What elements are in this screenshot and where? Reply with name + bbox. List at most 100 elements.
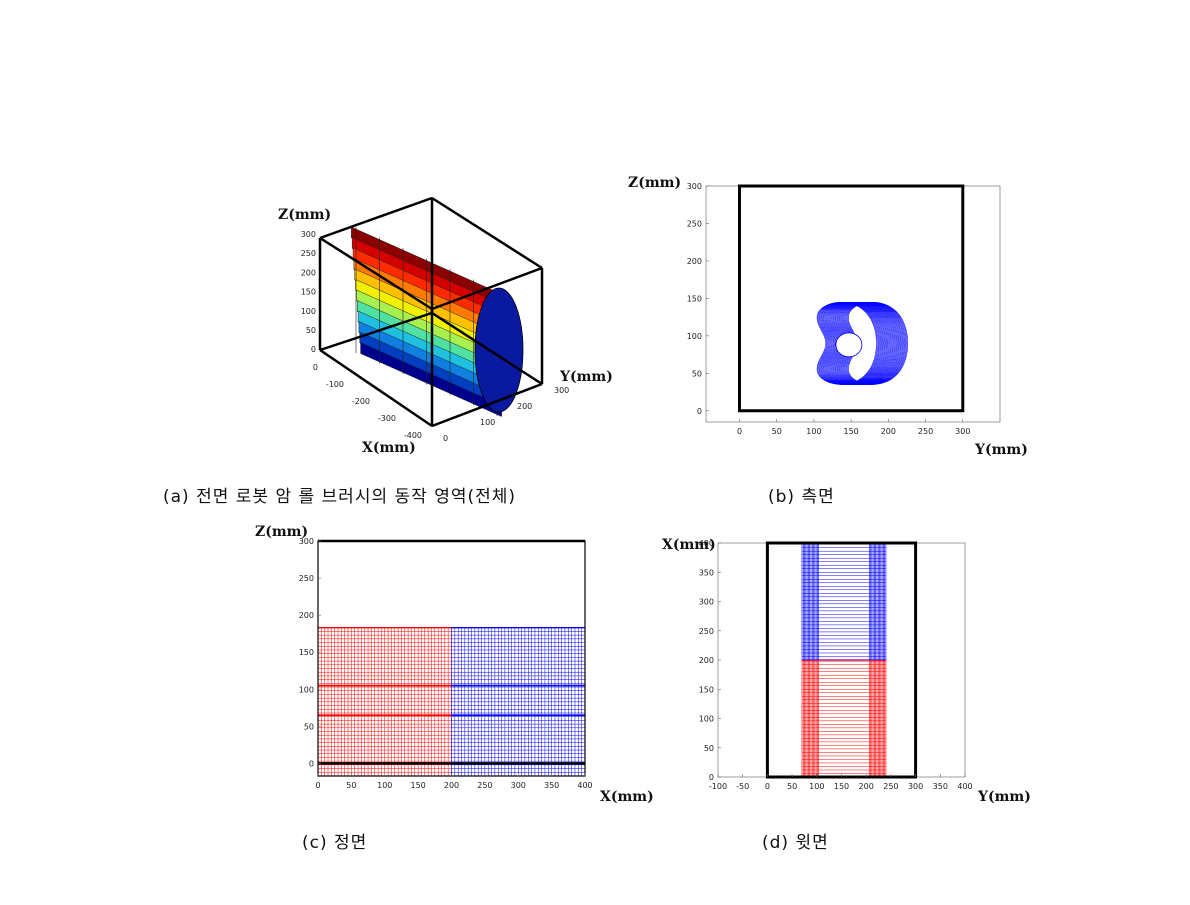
- chart-c: 0 50 100 150 200 250 300 350 400 0 50 100 150 200 250 3…: [255, 524, 654, 805]
- chart-c-xtick-label: 350: [544, 781, 559, 790]
- chart-a-ztick-label: 50: [306, 326, 316, 335]
- chart-d-xtick-label: 100: [809, 782, 824, 791]
- chart-d-ytick-label: 300: [699, 598, 714, 607]
- chart-a-ytick-label: 0: [443, 434, 448, 443]
- chart-a-ylabel: Y(mm): [559, 369, 613, 385]
- chart-c-xtick-label: 250: [477, 781, 492, 790]
- chart-b: 0 50 100 150 200 250 300 0 50 100 150 200 250 300 Z(mm…: [628, 175, 1028, 458]
- chart-a-ytick-label: 100: [480, 418, 495, 427]
- chart-c-xtick-label: 300: [511, 781, 526, 790]
- chart-c-ytick-label: 50: [304, 722, 314, 731]
- chart-b-hole: [835, 332, 863, 358]
- chart-c-ylabel: Z(mm): [255, 524, 308, 540]
- chart-b-ytick-label: 100: [687, 332, 702, 341]
- chart-d-ytick-label: 350: [699, 568, 714, 577]
- chart-d-xtick-label: 250: [883, 782, 898, 791]
- chart-b-xtick-label: 200: [881, 427, 896, 436]
- chart-b-ytick-label: 0: [697, 407, 702, 416]
- chart-d-xtick-label: -100: [709, 782, 727, 791]
- chart-c-xtick-label: 100: [377, 781, 392, 790]
- chart-d-ytick-label: 200: [699, 656, 714, 665]
- chart-b-ytick-label: 250: [687, 219, 702, 228]
- chart-a-xtick-label: 0: [313, 363, 318, 372]
- chart-a-box-edge: [319, 236, 433, 311]
- chart-b-xtick-label: 250: [918, 427, 933, 436]
- chart-d-xtick-label: 150: [834, 782, 849, 791]
- chart-c-ytick-label: 150: [299, 648, 314, 657]
- chart-d-series-blue: [801, 542, 887, 661]
- chart-a-ztick-label: 0: [311, 345, 316, 354]
- chart-d-ytick-label: 150: [699, 685, 714, 694]
- chart-a-ztick-label: 250: [301, 249, 316, 258]
- chart-a-box-edge: [319, 311, 433, 352]
- chart-c-series-red: [317, 627, 452, 777]
- caption-d: (d) 윗면: [762, 833, 829, 853]
- chart-a-box-edge: [319, 348, 433, 428]
- chart-a-zlabel: Z(mm): [278, 207, 331, 223]
- chart-d-ylabel: X(mm): [662, 537, 716, 553]
- chart-a-xtick-label: -200: [352, 397, 370, 406]
- caption-b: (b) 측면: [768, 487, 835, 507]
- chart-c-ytick-label: 300: [299, 537, 314, 546]
- chart-c-xlabel: X(mm): [600, 789, 654, 805]
- chart-a-box-edge: [431, 196, 543, 270]
- chart-a-xtick-label: -400: [404, 431, 422, 440]
- chart-d-series-red: [801, 659, 887, 778]
- chart-c-xtick-label: 50: [346, 781, 356, 790]
- chart-d-xlabel: Y(mm): [977, 789, 1031, 805]
- chart-c-ytick-label: 0: [309, 759, 314, 768]
- chart-a-box-edge: [431, 266, 543, 311]
- chart-a-ztick-label: 150: [301, 288, 316, 297]
- chart-d-xtick-label: -50: [736, 782, 749, 791]
- chart-c-series-blue: [451, 627, 586, 777]
- chart-a-ztick-label: 200: [301, 268, 316, 277]
- chart-d-ytick-label: 400: [699, 539, 714, 548]
- chart-b-xtick-label: 300: [955, 427, 970, 436]
- chart-a-ytick-label: 200: [517, 402, 532, 411]
- chart-a-surface-endcap: [474, 287, 524, 413]
- chart-a-xtick-label: -300: [378, 414, 396, 423]
- chart-d-xtick-label: 200: [859, 782, 874, 791]
- chart-d-xtick-label: 400: [957, 782, 972, 791]
- caption-c: (c) 정면: [302, 833, 368, 853]
- chart-c-xtick-label: 200: [444, 781, 459, 790]
- chart-b-ytick-label: 150: [687, 294, 702, 303]
- chart-a-xlabel: X(mm): [362, 440, 416, 456]
- chart-d-xtick-label: 0: [765, 782, 770, 791]
- chart-d-xtick-label: 300: [908, 782, 923, 791]
- chart-a-surface: [351, 226, 524, 417]
- chart-a-box-edge: [431, 382, 543, 428]
- chart-a-box-edge: [431, 311, 543, 386]
- chart-b-ytick-label: 200: [687, 257, 702, 266]
- caption-a: (a) 전면 로봇 암 롤 브러시의 동작 영역(전체): [163, 487, 517, 507]
- chart-b-frame: [737, 184, 965, 413]
- chart-b-xtick-label: 0: [737, 427, 742, 436]
- chart-b-xtick-label: 100: [806, 427, 821, 436]
- chart-c-xtick-label: 150: [410, 781, 425, 790]
- chart-d-ytick-label: 250: [699, 627, 714, 636]
- chart-c-xtick-label: 0: [315, 781, 320, 790]
- chart-b-xlabel: Y(mm): [974, 442, 1028, 458]
- chart-b-xtick-label: 150: [843, 427, 858, 436]
- chart-b-curve: [816, 301, 908, 385]
- chart-d-ytick-label: 100: [699, 715, 714, 724]
- chart-a-ytick-label: 300: [554, 386, 569, 395]
- chart-a-xtick-label: -100: [326, 380, 344, 389]
- chart-c-ytick-label: 100: [299, 685, 314, 694]
- chart-a-ztick-label: 300: [301, 230, 316, 239]
- chart-d-xtick-label: 50: [787, 782, 797, 791]
- chart-a-box-edge: [319, 196, 433, 240]
- chart-c-ytick-label: 200: [299, 611, 314, 620]
- chart-b-ylabel: Z(mm): [628, 175, 681, 191]
- chart-c-xtick-label: 400: [577, 781, 592, 790]
- chart-d-ytick-label: 50: [704, 744, 714, 753]
- chart-b-ytick-label: 300: [687, 182, 702, 191]
- chart-b-ytick-label: 50: [692, 369, 702, 378]
- chart-a: 300 250 200 150 100 50 0 0 -100 -200 -300 -400 0 100 2…: [278, 196, 613, 456]
- chart-d: -100 -50 0 50 100 150 200 250 300 350 400 0 50 100 150…: [662, 537, 1031, 805]
- chart-c-ytick-label: 250: [299, 574, 314, 583]
- chart-d-ytick-label: 0: [709, 773, 714, 782]
- chart-d-xtick-label: 350: [933, 782, 948, 791]
